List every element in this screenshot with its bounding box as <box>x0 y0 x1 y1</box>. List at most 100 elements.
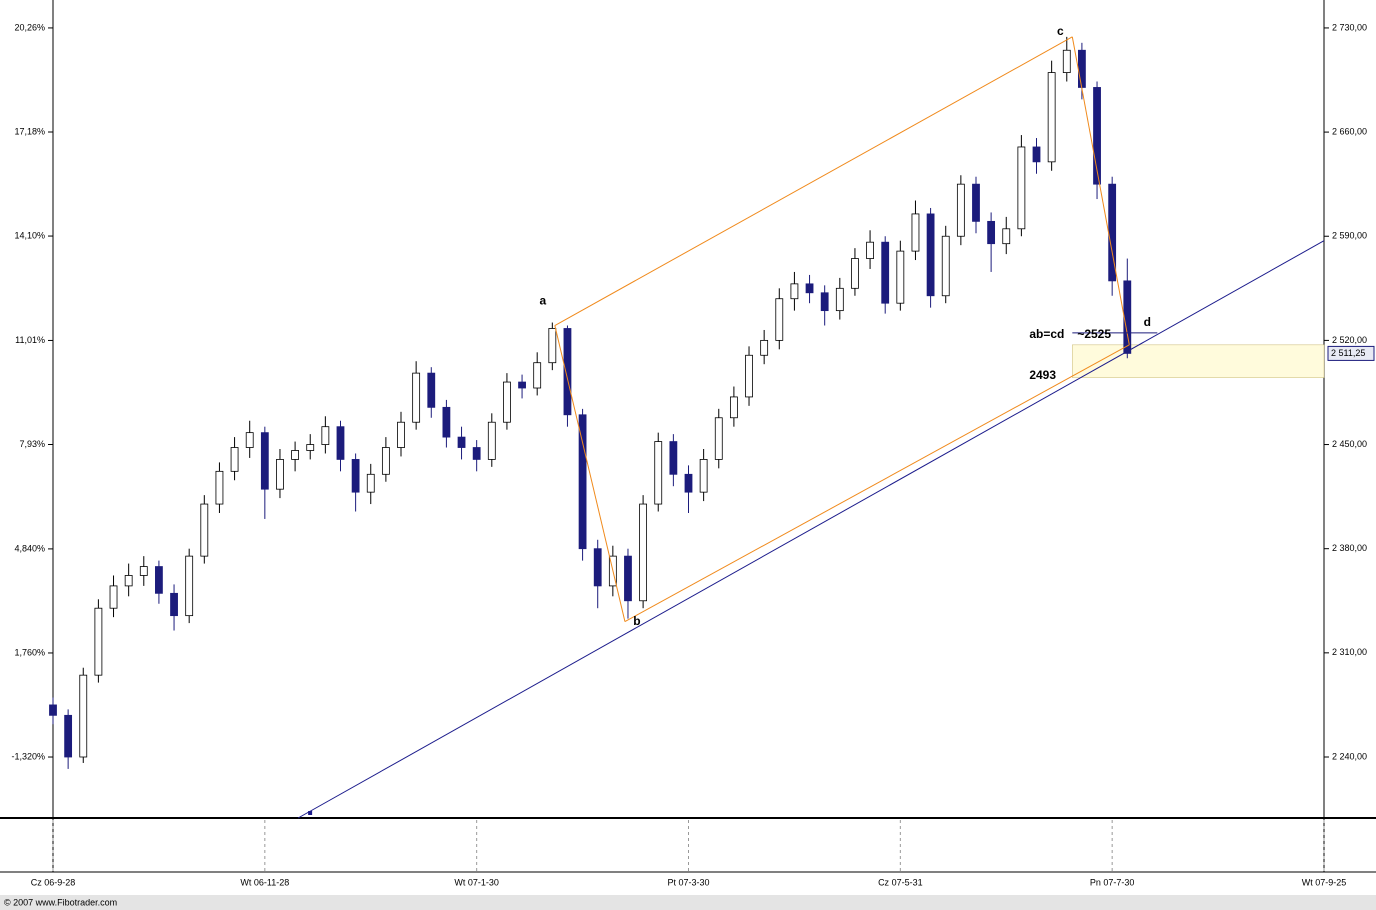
candle-body <box>1062 49 1071 73</box>
candle-body <box>321 426 330 445</box>
trendline-anchor <box>308 811 313 815</box>
candle-body <box>835 287 844 312</box>
y-tick-label: 2 730,00 <box>1332 22 1367 32</box>
candle-body <box>155 566 163 594</box>
last-price-label: 2 511,25 <box>1331 348 1365 358</box>
candle-body <box>866 241 874 259</box>
trendline <box>297 240 1325 819</box>
target-label: ~2525 <box>1077 327 1111 341</box>
pattern-line <box>1071 36 1130 345</box>
candle-body <box>412 372 421 423</box>
candle-body <box>851 258 859 289</box>
candle-body <box>79 674 88 758</box>
candle-body <box>684 473 693 493</box>
y-tick-label: 2 660,00 <box>1332 126 1367 136</box>
candle-body <box>533 362 542 389</box>
candle-body <box>487 421 496 460</box>
y2-tick-label: 20,26% <box>14 22 45 32</box>
candle-body <box>336 426 345 460</box>
candle-body <box>745 354 753 398</box>
candle-body <box>260 432 269 490</box>
candle-body <box>245 432 254 448</box>
candle-body <box>624 555 632 602</box>
candle-body <box>397 421 405 448</box>
copyright: © 2007 www.Fibotrader.com <box>4 897 117 907</box>
candle-body <box>1093 87 1101 185</box>
candle-body <box>639 503 648 602</box>
y-tick-label: 2 240,00 <box>1332 751 1367 761</box>
candle-body <box>457 436 466 448</box>
candle-body <box>760 339 769 356</box>
y-tick-label: 2 310,00 <box>1332 647 1367 657</box>
candle-body <box>729 396 738 419</box>
x-tick-label: Cz 07-5-31 <box>878 877 923 887</box>
y2-tick-label: 11,01% <box>15 335 45 345</box>
candle-body <box>926 213 935 297</box>
y2-tick-label: 7,93% <box>19 439 45 449</box>
candle-body <box>563 328 572 416</box>
candle-body <box>1002 228 1011 245</box>
y2-tick-label: 4,840% <box>14 543 45 553</box>
y-tick-label: 2 520,00 <box>1332 335 1367 345</box>
y-tick-label: 2 590,00 <box>1332 231 1367 241</box>
candle-body <box>1078 49 1086 88</box>
x-tick-label: Wt 06-11-28 <box>240 877 289 887</box>
candle-body <box>139 566 148 576</box>
candle-body <box>1017 146 1026 230</box>
candle-body <box>593 548 602 587</box>
candle-body <box>669 441 678 475</box>
candle-body <box>714 417 723 460</box>
pattern-label: c <box>1057 24 1064 38</box>
target-zone <box>1072 344 1325 378</box>
candle-body <box>956 183 965 237</box>
candle-body <box>200 503 209 557</box>
candle-body <box>820 292 829 312</box>
candle-body <box>548 328 557 364</box>
x-tick-label: Wt 07-1-30 <box>454 877 499 887</box>
pattern-label: d <box>1144 315 1151 329</box>
pattern-label: a <box>539 294 546 308</box>
candle-body <box>64 714 73 758</box>
footer-bar <box>0 895 1376 910</box>
candle-body <box>94 607 103 676</box>
candle-body <box>699 459 708 493</box>
candle-body <box>987 220 996 245</box>
candle-body <box>170 592 178 617</box>
y2-tick-label: -1,320% <box>11 751 45 761</box>
candle-body <box>427 372 436 408</box>
candle-body <box>941 235 950 297</box>
candle-body <box>185 555 194 617</box>
candle-body <box>276 459 284 490</box>
candle-body <box>1123 280 1132 354</box>
pattern-label: b <box>633 614 640 628</box>
y2-tick-label: 14,10% <box>14 230 45 240</box>
candle-body <box>366 473 375 493</box>
candle-body <box>472 447 481 460</box>
y-tick-label: 2 450,00 <box>1332 439 1367 449</box>
candle-body <box>896 250 905 304</box>
y2-tick-label: 17,18% <box>14 126 45 136</box>
candle-body <box>775 298 784 341</box>
candle-body <box>351 459 360 493</box>
candle-body <box>790 283 799 300</box>
candle-body <box>578 414 587 550</box>
y-tick-label: 2 380,00 <box>1332 543 1367 553</box>
candle-body <box>442 406 451 438</box>
pattern-line <box>554 36 1073 326</box>
candle-body <box>805 283 814 294</box>
candle-body <box>381 447 390 475</box>
candle-body <box>503 381 511 423</box>
candle-body <box>1047 72 1056 163</box>
candle-body <box>124 575 133 587</box>
candle-body <box>1032 146 1041 163</box>
candle-body <box>972 183 980 222</box>
abcd-label: ab=cd <box>1029 327 1064 341</box>
pattern-line <box>554 325 626 622</box>
x-tick-label: Pn 07-7-30 <box>1090 877 1135 887</box>
candle-body <box>230 447 239 472</box>
x-tick-label: Cz 06-9-28 <box>31 877 76 887</box>
candle-body <box>291 450 299 460</box>
candle-body <box>109 585 118 609</box>
candle-body <box>306 444 315 451</box>
